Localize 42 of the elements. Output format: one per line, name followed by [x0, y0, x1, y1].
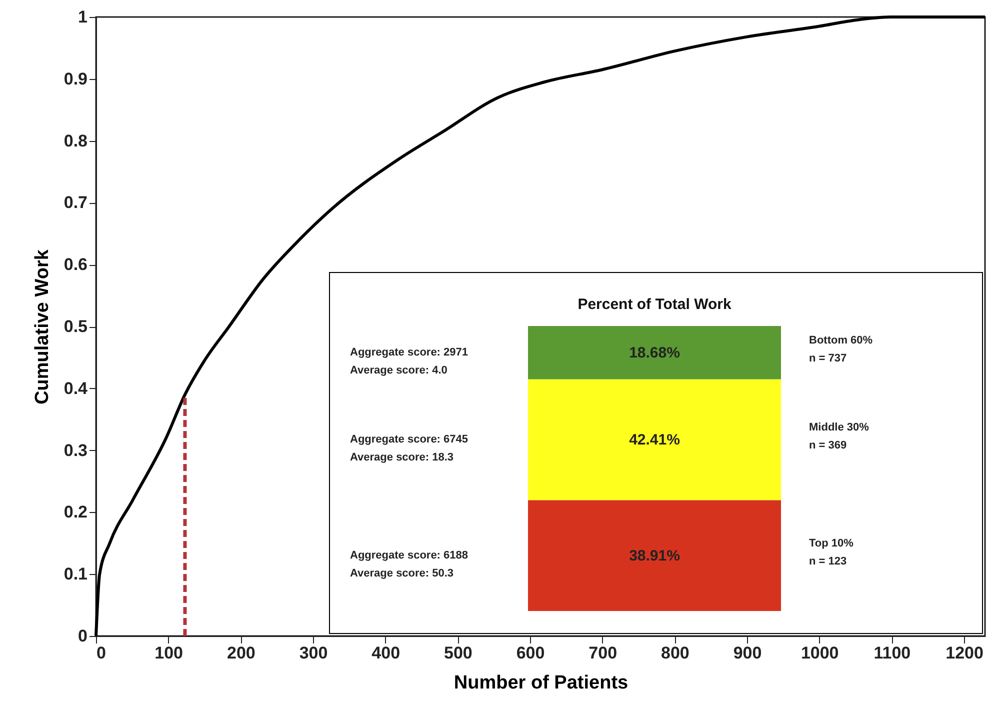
x-axis-title: Number of Patients [454, 672, 628, 694]
x-tick-label: 100 [154, 644, 184, 662]
x-tick-label: 500 [444, 644, 472, 662]
x-tick-label: 900 [733, 644, 762, 662]
annotation: n = 123 [809, 556, 847, 568]
y-tick-label: 1 [78, 8, 88, 26]
x-tick-label: 700 [588, 644, 618, 662]
y-axis-title: Cumulative Work [32, 249, 53, 404]
x-tick-label: 800 [660, 644, 690, 662]
annotation: Average score: 4.0 [350, 364, 448, 377]
annotation: Bottom 60% [809, 334, 873, 347]
chart-title: Percent of Total Work [578, 296, 732, 313]
annotation: Average score: 50.3 [350, 568, 454, 580]
annotation: Aggregate score: 2971 [350, 346, 468, 359]
data-label: 42.41% [629, 432, 680, 449]
y-tick-label: 0.4 [64, 378, 88, 398]
annotation: n = 737 [809, 352, 847, 365]
y-tick-label: 0.8 [64, 131, 88, 150]
x-tick-label: 0 [96, 644, 106, 662]
y-tick-label: 0.6 [64, 255, 88, 274]
annotation: Top 10% [809, 538, 854, 550]
annotation: Aggregate score: 6188 [350, 550, 468, 562]
y-tick-label: 0 [78, 626, 88, 646]
data-label: 18.68% [629, 344, 680, 362]
y-tick-label: 0.1 [64, 564, 88, 584]
x-tick-label: 300 [299, 644, 328, 662]
x-tick-label: 600 [516, 644, 545, 662]
y-tick-label: 0.9 [64, 69, 88, 88]
x-tick-label: 200 [226, 644, 256, 662]
y-tick-label: 0.2 [64, 502, 88, 522]
annotation: Average score: 18.3 [350, 452, 454, 464]
data-label: 38.91% [629, 548, 680, 565]
x-tick-label: 1000 [800, 644, 839, 662]
y-tick-label: 0.5 [64, 317, 88, 336]
y-tick-label: 0.3 [64, 440, 88, 460]
y-tick-label: 0.7 [64, 193, 88, 212]
annotation: Middle 30% [809, 422, 870, 434]
x-tick-label: 1200 [946, 644, 984, 662]
annotation: Aggregate score: 6745 [350, 434, 468, 446]
x-tick-label: 400 [372, 644, 400, 662]
annotation: n = 369 [809, 440, 847, 452]
x-tick-label: 1100 [874, 644, 911, 662]
